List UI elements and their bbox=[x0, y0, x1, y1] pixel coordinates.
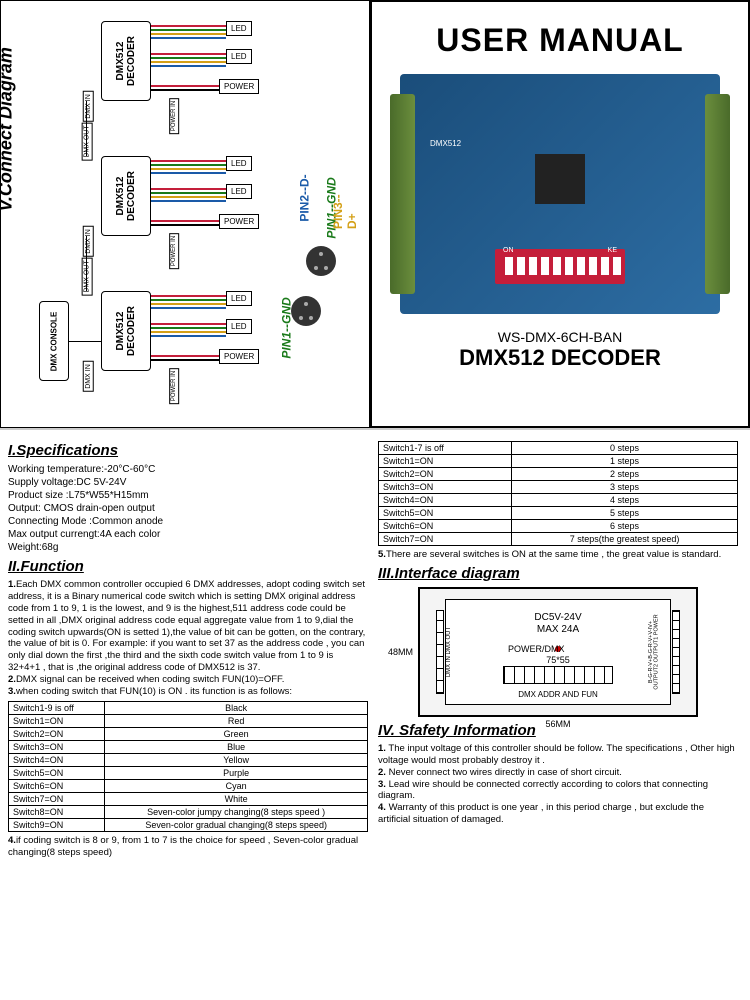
interface-heading: III.Interface diagram bbox=[378, 565, 738, 582]
led-box: LED bbox=[226, 291, 252, 306]
dmx-in-label: DMX IN bbox=[83, 91, 94, 122]
color-table: Switch1-9 is offBlack Switch1=ONRed Swit… bbox=[8, 701, 368, 832]
func-item-5: 5.There are several switches is ON at th… bbox=[378, 549, 738, 561]
safety-item: 4. Warranty of this product is one year … bbox=[378, 802, 738, 826]
left-column: I.Specifications Working temperature:-20… bbox=[8, 438, 368, 859]
dmx-out-label: DMX OUT bbox=[82, 257, 93, 295]
func-item-3: 3.when coding switch that FUN(10) is ON … bbox=[8, 686, 368, 698]
safety-item: 2. Never connect two wires directly in c… bbox=[378, 767, 738, 779]
func-item-4: 4.if coding switch is 8 or 9, from 1 to … bbox=[8, 835, 368, 859]
dip-switch-icon bbox=[503, 666, 613, 684]
specs-heading: I.Specifications bbox=[8, 442, 368, 459]
decoder-box-2: DMX512 DECODER bbox=[101, 156, 151, 236]
func-item-1: 1.Each DMX common controller occupied 6 … bbox=[8, 579, 368, 674]
led-box: LED bbox=[226, 319, 252, 334]
dmx-in-label: DMX IN bbox=[83, 361, 94, 392]
decoder-box-3: DMX512 DECODER bbox=[101, 21, 151, 101]
manual-title: USER MANUAL bbox=[382, 22, 738, 59]
led-box: LED bbox=[226, 21, 252, 36]
connect-diagram-panel: V.Connect Diagram DMX CONSOLE DMX512 DEC… bbox=[0, 0, 370, 428]
pin3-label: PIN3--D+ bbox=[331, 181, 359, 229]
speed-table: Switch1-7 is off0 steps Switch1=ON1 step… bbox=[378, 441, 738, 546]
right-column: Switch1-7 is off0 steps Switch1=ON1 step… bbox=[378, 438, 738, 859]
power-box: POWER bbox=[219, 349, 259, 364]
func-heading: II.Function bbox=[8, 558, 368, 575]
diagram-title: V.Connect Diagram bbox=[0, 47, 17, 211]
xlr-connector-icon bbox=[291, 296, 321, 326]
power-in-label: POWER IN bbox=[169, 98, 179, 134]
led-box: LED bbox=[226, 184, 252, 199]
power-in-label: POWER IN bbox=[169, 368, 179, 404]
interface-diagram: DC5V-24V MAX 24A POWER/DMX 75*55 DMX ADD… bbox=[418, 587, 698, 717]
manual-panel: USER MANUAL DMX512 ON KE WS-DMX-6CH-BAN … bbox=[370, 0, 750, 428]
dmx-in-label: DMX IN bbox=[83, 226, 94, 257]
dmx-out-label: DMX OUT bbox=[82, 122, 93, 160]
safety-item: 3. Lead wire should be connected correct… bbox=[378, 779, 738, 803]
pcb-illustration: DMX512 ON KE bbox=[400, 74, 720, 314]
led-box: LED bbox=[226, 156, 252, 171]
func-item-2: 2.DMX signal can be received when coding… bbox=[8, 674, 368, 686]
power-in-label: POWER IN bbox=[169, 233, 179, 269]
safety-item: 1. The input voltage of this controller … bbox=[378, 743, 738, 767]
product-title: DMX512 DECODER bbox=[382, 345, 738, 371]
xlr-connector-icon bbox=[306, 246, 336, 276]
power-box: POWER bbox=[219, 79, 259, 94]
led-box: LED bbox=[226, 49, 252, 64]
pin2-label: PIN2--D- bbox=[298, 174, 312, 221]
power-box: POWER bbox=[219, 214, 259, 229]
decoder-box-1: DMX512 DECODER bbox=[101, 291, 151, 371]
dmx-console-box: DMX CONSOLE bbox=[39, 301, 69, 381]
model-text: WS-DMX-6CH-BAN bbox=[382, 329, 738, 345]
